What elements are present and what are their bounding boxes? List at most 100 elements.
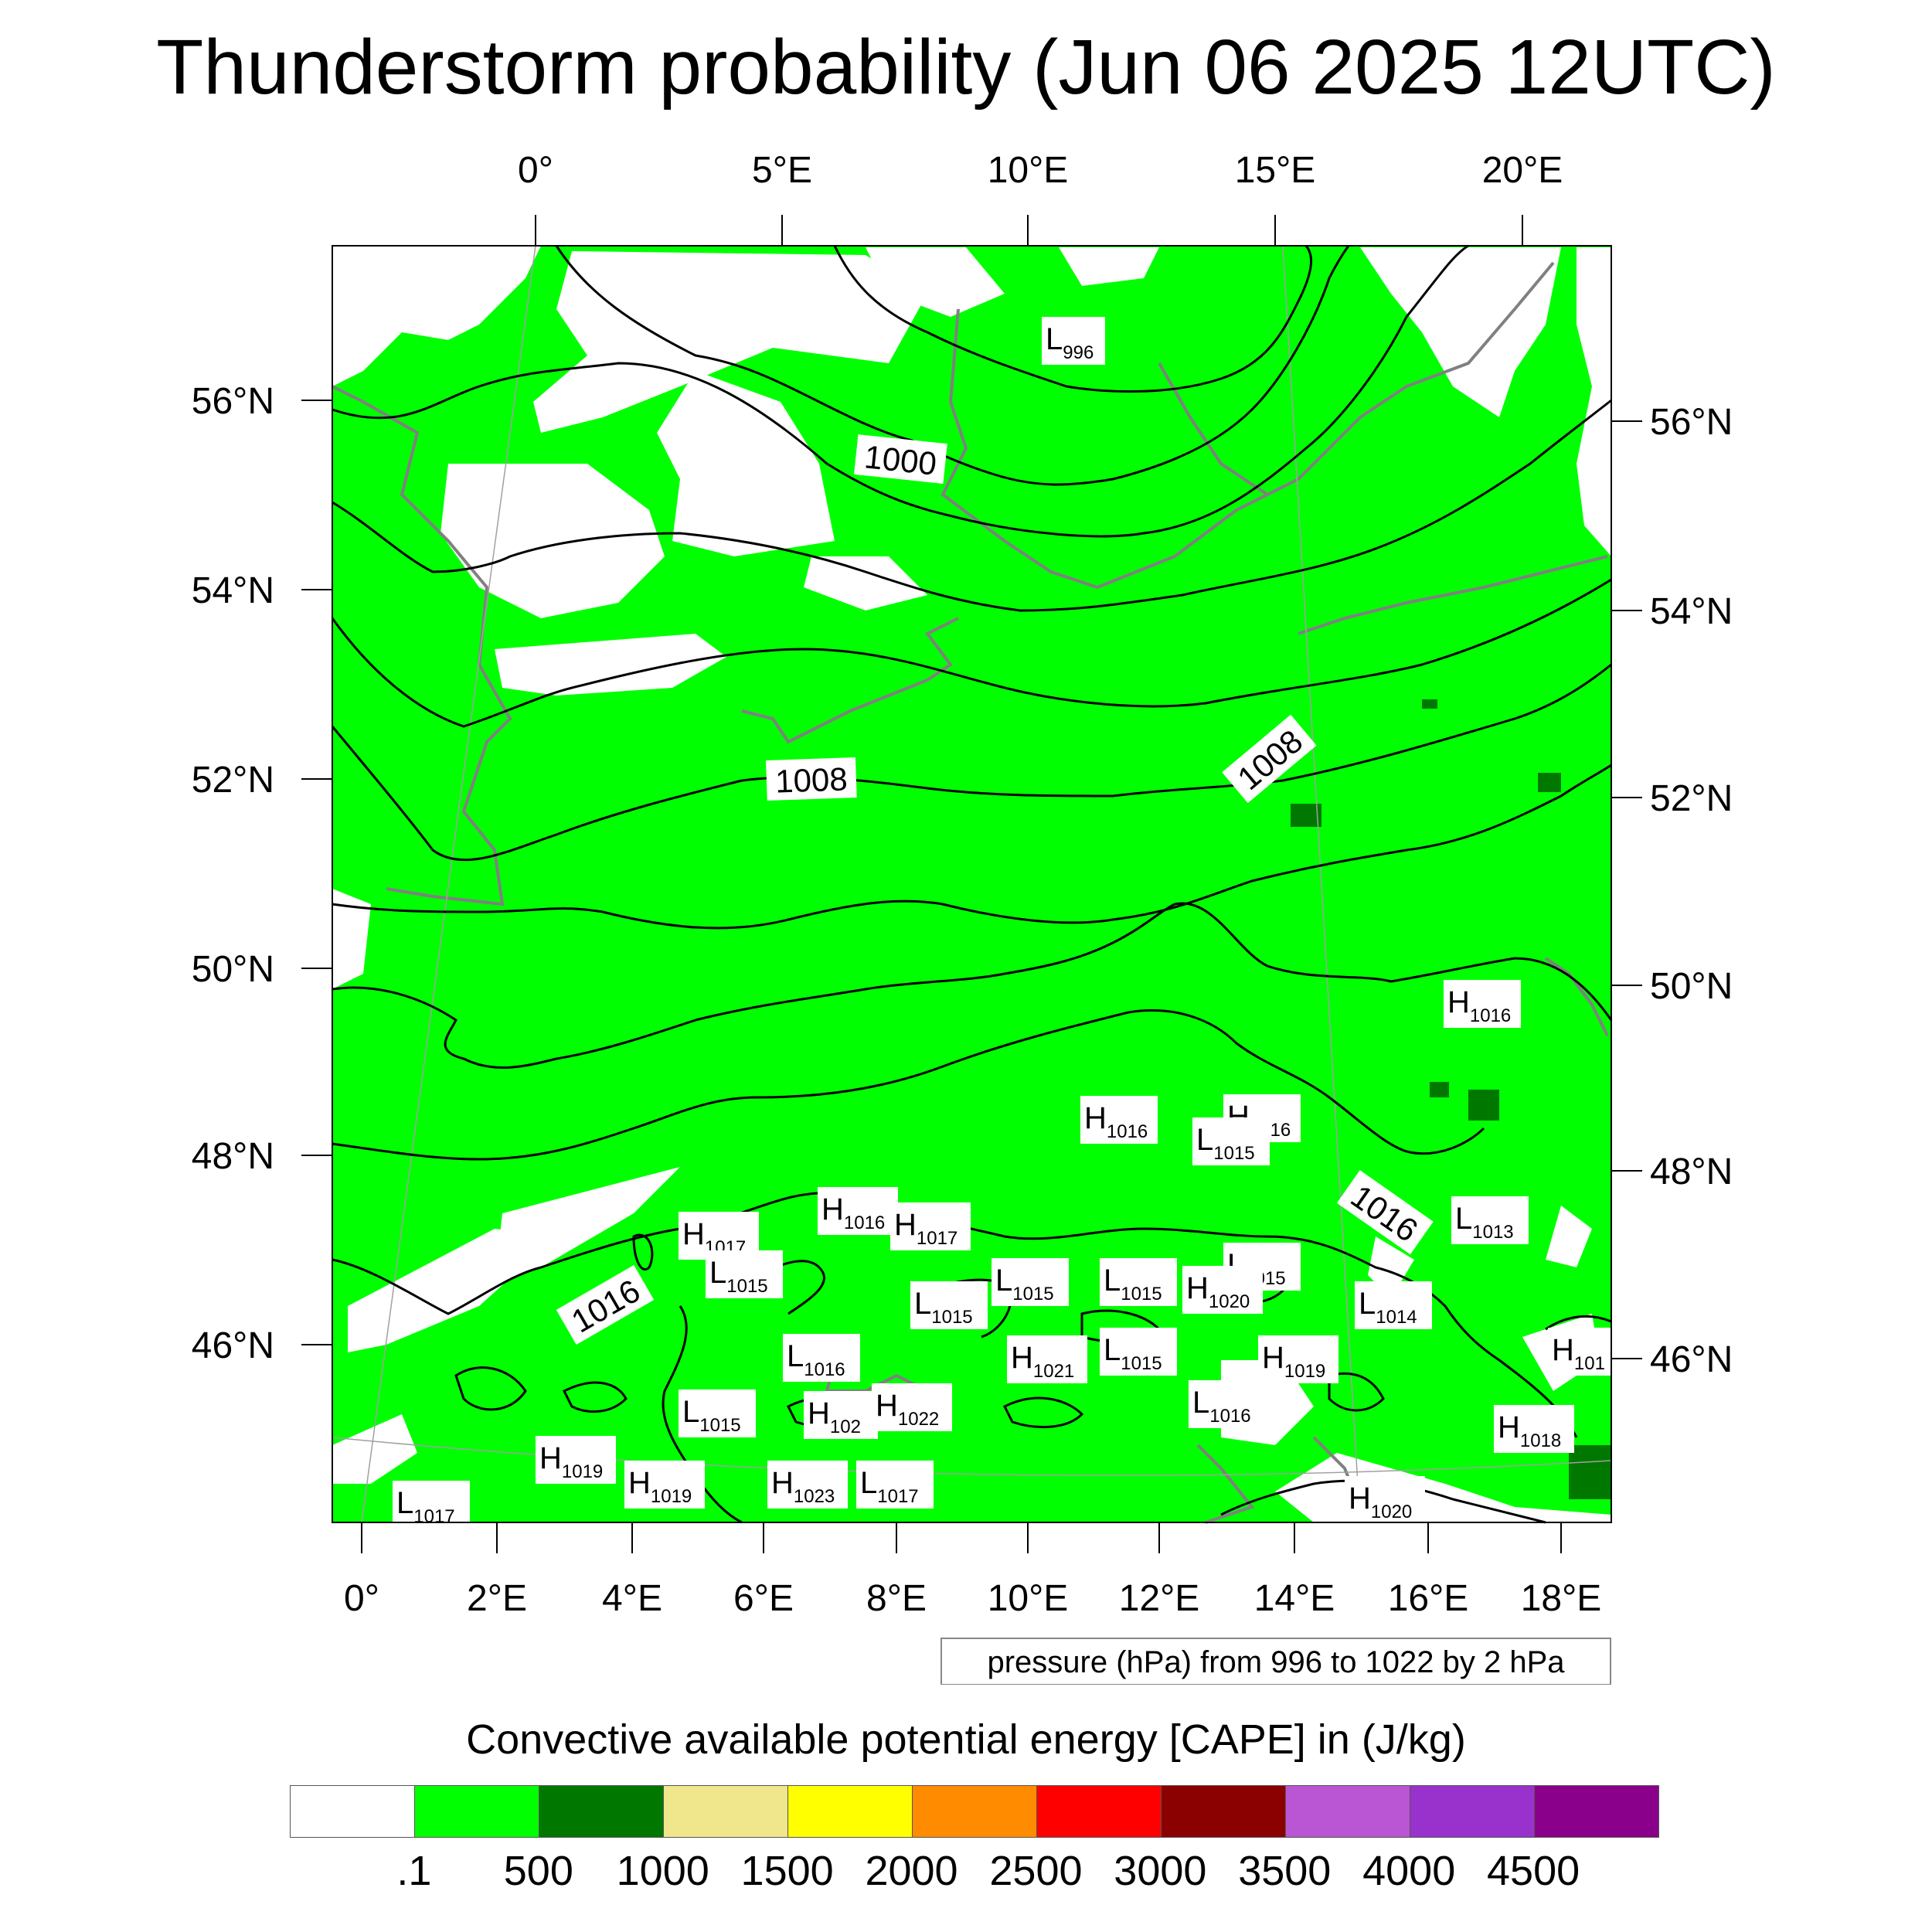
lat-label: 56°N — [1650, 402, 1733, 443]
lon-label: 16°E — [1388, 1578, 1469, 1619]
pressure-center-type: H — [1262, 1341, 1284, 1375]
svg-text:H102: H102 — [808, 1396, 861, 1437]
pressure-center-type: L — [1192, 1386, 1209, 1420]
lon-label: 0° — [344, 1578, 379, 1619]
colorbar-box — [1161, 1786, 1285, 1837]
cape-500-areas — [1291, 699, 1611, 1499]
svg-text:L1015: L1015 — [1196, 1123, 1255, 1164]
lat-label: 52°N — [192, 760, 274, 801]
lon-label: 18°E — [1521, 1578, 1602, 1619]
lon-label: 2°E — [467, 1578, 527, 1619]
bottom-longitude-labels: 0° 2°E 4°E 6°E 8°E 10°E 12°E 14°E 16°E 1… — [344, 1578, 1601, 1619]
colorbar-box — [1410, 1786, 1534, 1837]
top-longitude-labels: 0° 5°E 10°E 15°E 20°E — [518, 150, 1563, 191]
pressure-center-value: 1017 — [413, 1506, 454, 1527]
isobar-label: 1008 — [774, 760, 848, 799]
pressure-center-type: L — [396, 1486, 413, 1520]
pressure-center: H1019 — [536, 1436, 616, 1484]
lat-label: 50°N — [1650, 966, 1733, 1007]
colorbar-label: 500 — [503, 1848, 573, 1894]
pressure-center-type: H — [894, 1208, 917, 1242]
right-latitude-labels: 56°N 54°N 52°N 50°N 48°N 46°N — [1650, 402, 1733, 1380]
lat-label: 48°N — [192, 1136, 274, 1177]
pressure-center-value: 1014 — [1376, 1307, 1417, 1328]
svg-text:H1022: H1022 — [876, 1389, 939, 1430]
map-frame — [332, 245, 1612, 1523]
pressure-center: L1017 — [393, 1481, 470, 1527]
lon-label: 10°E — [988, 150, 1069, 191]
pressure-center-type: H — [876, 1389, 898, 1423]
svg-text:H1016: H1016 — [821, 1192, 885, 1233]
svg-text:L1015: L1015 — [1104, 1333, 1162, 1374]
pressure-center-value: 1017 — [917, 1228, 957, 1249]
pressure-center-type: L — [709, 1256, 726, 1290]
map-title: Thunderstorm probability (Jun 06 2025 12… — [156, 24, 1776, 111]
pressure-center: L1015 — [1100, 1328, 1177, 1376]
pressure-center: L1015 — [706, 1250, 783, 1298]
pressure-center-value: 1019 — [562, 1461, 603, 1482]
pressure-center-type: H — [771, 1466, 794, 1500]
svg-text:H1019: H1019 — [628, 1466, 692, 1507]
pressure-center-type: H — [1186, 1271, 1209, 1305]
pressure-center-value: 1022 — [898, 1409, 939, 1430]
lon-label: 4°E — [602, 1578, 662, 1619]
pressure-center-value: 1016 — [804, 1359, 845, 1380]
pressure-center-value: 1018 — [1520, 1430, 1561, 1451]
lat-label: 48°N — [1650, 1151, 1733, 1192]
pressure-center: H1020 — [1182, 1266, 1263, 1314]
pressure-center: H1018 — [1494, 1405, 1574, 1453]
pressure-center: L1015 — [1192, 1117, 1270, 1165]
pressure-center-type: L — [1104, 1264, 1121, 1298]
pressure-center-value: 1015 — [931, 1307, 972, 1328]
svg-text:L1015: L1015 — [914, 1287, 973, 1328]
colorbar-label: 4000 — [1362, 1848, 1456, 1894]
colorbar-box — [663, 1786, 787, 1837]
pressure-center-type: L — [914, 1287, 931, 1321]
lon-label: 15°E — [1235, 150, 1316, 191]
pressure-center: L1013 — [1451, 1196, 1529, 1244]
pressure-note: pressure (hPa) from 996 to 1022 by 2 hPa — [987, 1645, 1565, 1679]
colorbar-box — [1036, 1786, 1161, 1837]
pressure-center-type: H — [1349, 1481, 1371, 1515]
svg-text:H1018: H1018 — [1498, 1410, 1561, 1451]
pressure-center: H1016 — [818, 1187, 898, 1235]
lon-label: 10°E — [988, 1578, 1069, 1619]
pressure-center-value: 996 — [1063, 342, 1094, 363]
pressure-center-type: H — [1498, 1410, 1520, 1444]
pressure-center: H1021 — [1007, 1335, 1087, 1383]
pressure-center-value: 1020 — [1371, 1502, 1412, 1522]
pressure-center-value: 1016 — [1209, 1406, 1250, 1427]
pressure-center-value: 1019 — [1284, 1361, 1325, 1382]
svg-text:H1023: H1023 — [771, 1466, 835, 1507]
pressure-center: H101 — [1548, 1328, 1611, 1376]
pressure-center: L996 — [1042, 317, 1105, 365]
svg-text:L1015: L1015 — [682, 1395, 741, 1436]
pressure-center-type: L — [995, 1264, 1012, 1298]
colorbar — [290, 1785, 1659, 1838]
pressure-center: H1022 — [872, 1383, 952, 1431]
pressure-center: L1016 — [1189, 1380, 1266, 1428]
isobars — [331, 244, 1613, 1524]
svg-text:L1015: L1015 — [709, 1256, 768, 1297]
pressure-center-value: 1023 — [794, 1486, 835, 1507]
svg-text:L996: L996 — [1046, 322, 1094, 363]
pressure-center: L1015 — [992, 1258, 1069, 1306]
lat-label: 50°N — [192, 949, 274, 990]
colorbar-label: 2500 — [989, 1848, 1083, 1894]
pressure-center-type: H — [808, 1396, 830, 1430]
colorbar-label: .1 — [396, 1848, 432, 1894]
pressure-center-value: 1019 — [651, 1486, 692, 1507]
lat-label: 56°N — [192, 381, 274, 422]
lat-label: 54°N — [1650, 591, 1733, 632]
colorbar-label: 1500 — [740, 1848, 834, 1894]
svg-text:H1019: H1019 — [1262, 1341, 1325, 1382]
pressure-center-type: L — [860, 1466, 877, 1500]
pressure-center-type: H — [539, 1441, 562, 1475]
svg-text:H101: H101 — [1552, 1333, 1605, 1374]
pressure-center: L1015 — [1100, 1258, 1177, 1306]
colorbar-box — [1285, 1786, 1410, 1837]
pressure-center-value: 1016 — [1470, 1005, 1511, 1026]
svg-text:H1020: H1020 — [1349, 1481, 1412, 1522]
colorbar-caption: Convective available potential energy [C… — [466, 1716, 1466, 1763]
pressure-center-type: H — [1552, 1333, 1574, 1367]
